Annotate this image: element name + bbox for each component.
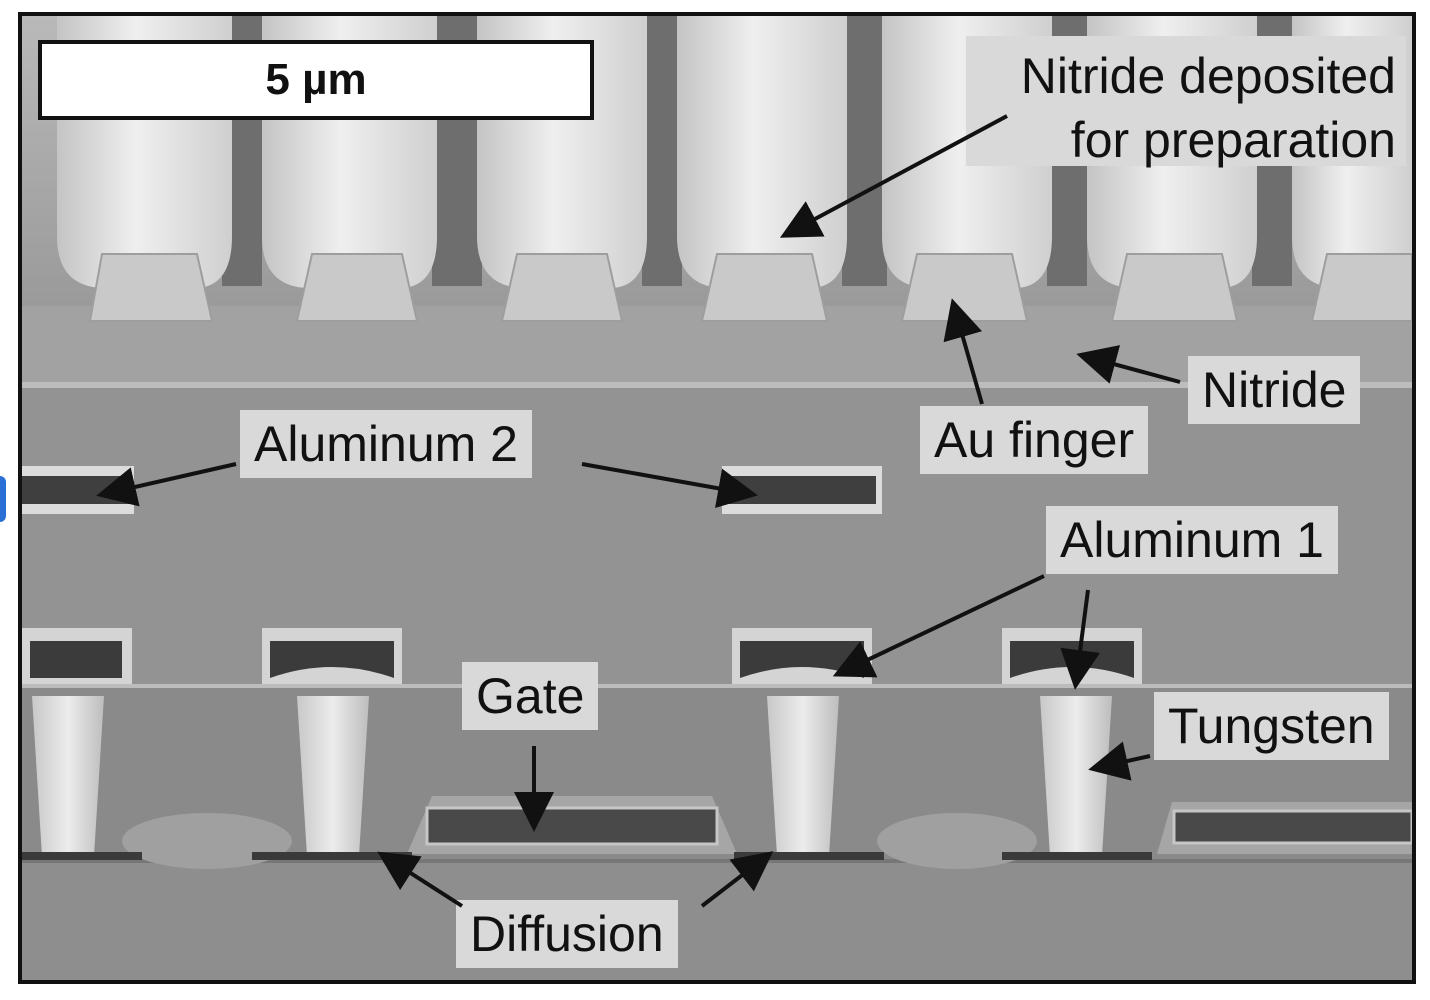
label-nitride-deposited-line1: Nitride deposited (1020, 48, 1396, 104)
scale-bar: 5 µm (38, 40, 594, 120)
au-fingers (88, 253, 1412, 322)
label-au-finger: Au finger (920, 406, 1149, 474)
nitride-interface (22, 382, 1412, 388)
label-nitride: Nitride (1188, 356, 1361, 424)
sem-micrograph: 5 µm Nitride deposited for preparation N… (18, 12, 1416, 984)
tungsten-plugs (32, 696, 1112, 856)
gate-structures (122, 796, 1412, 869)
label-aluminum-1: Aluminum 1 (1046, 506, 1338, 574)
label-aluminum-2: Aluminum 2 (240, 410, 532, 478)
label-diffusion: Diffusion (456, 900, 678, 968)
edge-marker (0, 476, 6, 522)
silicon-substrate (22, 861, 1412, 980)
label-tungsten: Tungsten (1154, 692, 1389, 760)
label-gate: Gate (462, 662, 599, 730)
diffusion-regions (22, 852, 1152, 860)
label-nitride-deposited-line2: for preparation (1070, 112, 1396, 168)
label-nitride-deposited: Nitride deposited for preparation (966, 36, 1406, 168)
scale-bar-label: 5 µm (265, 55, 367, 104)
